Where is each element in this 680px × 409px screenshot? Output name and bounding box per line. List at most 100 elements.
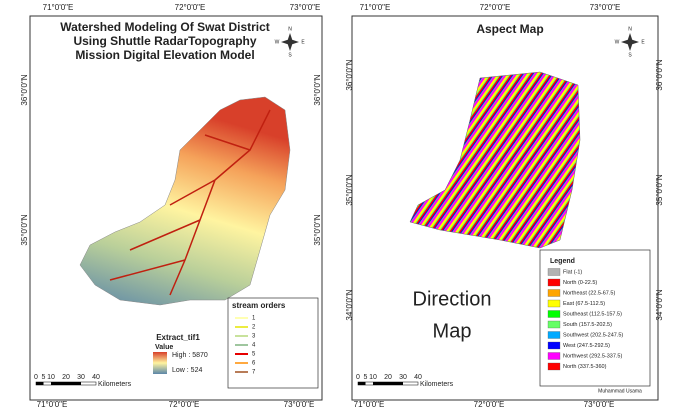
legend-label: North (0-22.5) <box>563 280 597 286</box>
compass-letter: E <box>641 39 645 45</box>
legend-swatch <box>547 341 561 350</box>
annotation: Map <box>433 320 472 342</box>
scale-label: 5 <box>364 374 368 381</box>
author: Muhammad Usama <box>598 388 642 394</box>
legend-label: 7 <box>252 370 256 376</box>
legend-swatch <box>547 268 561 276</box>
legend-label: Flat (-1) <box>563 269 582 275</box>
map-title: Aspect Map <box>476 22 543 36</box>
compass-letter: S <box>288 52 292 58</box>
lat-label: 36°0'0"N <box>655 59 664 90</box>
top-tick-label: 73°0'0"E <box>590 3 621 12</box>
legend-swatch <box>547 320 561 329</box>
bottom-tick-label: 71°0'0"E <box>37 400 68 409</box>
compass-letter: W <box>615 39 620 45</box>
legend-swatch <box>547 299 561 308</box>
legend-swatch <box>547 331 561 339</box>
stream-legend-box <box>227 297 319 389</box>
bottom-tick-label: 72°0'0"E <box>169 400 200 409</box>
scale-label: 20 <box>62 374 70 381</box>
scale-bar-seg <box>388 382 403 385</box>
legend-label: Northeast (22.5-67.5) <box>563 290 615 296</box>
top-tick-label: 72°0'0"E <box>480 3 511 12</box>
scale-bar-seg <box>358 382 366 385</box>
legend-label: West (247.5-292.5) <box>563 343 610 349</box>
scale-label: 0 <box>356 374 360 381</box>
scale-bar-seg <box>51 382 66 385</box>
scale-bar-seg <box>373 382 388 385</box>
legend-swatch <box>547 278 561 287</box>
lat-label: 36°0'0"N <box>20 74 29 105</box>
legend-label: 6 <box>252 361 256 367</box>
compass-letter: N <box>628 26 632 32</box>
left-frame <box>29 15 323 401</box>
legend-label: North (337.5-360) <box>563 364 607 370</box>
scale-label: 30 <box>77 374 85 381</box>
color-ramp <box>153 352 167 374</box>
lat-label: 35°0'0"N <box>20 214 29 245</box>
scale-label: 40 <box>414 374 422 381</box>
legend-low: Low : 524 <box>172 367 202 374</box>
top-tick-label: 71°0'0"E <box>360 3 391 12</box>
scale-unit: Kilometers <box>98 381 132 388</box>
streams <box>109 109 271 296</box>
legend-label: Southeast (112.5-157.5) <box>563 311 622 317</box>
legend-swatch <box>547 310 561 318</box>
lat-label: 35°0'0"N <box>345 174 354 205</box>
legend-swatch <box>547 362 561 371</box>
legend-title: Legend <box>550 258 575 265</box>
aspect-raster <box>409 71 581 249</box>
legend-swatch <box>547 289 561 297</box>
lat-label: 35°0'0"N <box>655 174 664 205</box>
scale-label: 0 <box>34 374 38 381</box>
lat-label: 36°0'0"N <box>345 59 354 90</box>
map-title: Using Shuttle RadarTopography <box>73 34 256 48</box>
top-tick-label: 71°0'0"E <box>43 3 74 12</box>
bottom-tick-label: 73°0'0"E <box>584 400 615 409</box>
legend-label: 1 <box>252 316 256 322</box>
legend-label: 3 <box>252 334 256 340</box>
legend-subtitle: Value <box>155 344 173 351</box>
legend-swatch <box>547 352 561 360</box>
scale-label: 5 <box>42 374 46 381</box>
legend-label: 4 <box>252 343 256 349</box>
legend-title: Extract_tif1 <box>156 333 200 342</box>
map-title: Mission Digital Elevation Model <box>75 48 254 62</box>
scale-bar-seg <box>66 382 81 385</box>
annotation: Direction <box>413 288 492 310</box>
legend-label: South (157.5-202.5) <box>563 322 612 328</box>
north-arrow <box>281 33 299 51</box>
legend-title: stream orders <box>232 301 286 310</box>
compass-letter: N <box>288 26 292 32</box>
legend-label: 2 <box>252 325 256 331</box>
top-tick-label: 73°0'0"E <box>290 3 321 12</box>
legend-label: 5 <box>252 352 256 358</box>
scale-label: 10 <box>47 374 55 381</box>
lat-label: 34°0'0"N <box>345 289 354 320</box>
legend-label: Northwest (292.5-337.5) <box>563 353 622 359</box>
bottom-tick-label: 71°0'0"E <box>354 400 385 409</box>
right-frame <box>351 15 659 401</box>
compass-letter: W <box>275 39 280 45</box>
scale-label: 40 <box>92 374 100 381</box>
lat-label: 36°0'0"N <box>313 74 322 105</box>
top-tick-label: 72°0'0"E <box>175 3 206 12</box>
legend-high: High : 5870 <box>172 352 208 359</box>
lat-label: 34°0'0"N <box>655 289 664 320</box>
map-title: Watershed Modeling Of Swat District <box>60 20 270 34</box>
scale-bar-seg <box>36 382 44 385</box>
compass-letter: S <box>628 52 632 58</box>
legend-label: East (67.5-112.5) <box>563 301 605 307</box>
scale-label: 20 <box>384 374 392 381</box>
north-arrow <box>621 33 639 51</box>
scale-label: 10 <box>369 374 377 381</box>
bottom-tick-label: 73°0'0"E <box>284 400 315 409</box>
compass-letter: E <box>301 39 305 45</box>
scale-label: 30 <box>399 374 407 381</box>
watershed-dem <box>79 96 291 306</box>
legend-label: Southwest (202.5-247.5) <box>563 332 623 338</box>
bottom-tick-label: 72°0'0"E <box>474 400 505 409</box>
lat-label: 35°0'0"N <box>313 214 322 245</box>
scale-unit: Kilometers <box>420 381 454 388</box>
